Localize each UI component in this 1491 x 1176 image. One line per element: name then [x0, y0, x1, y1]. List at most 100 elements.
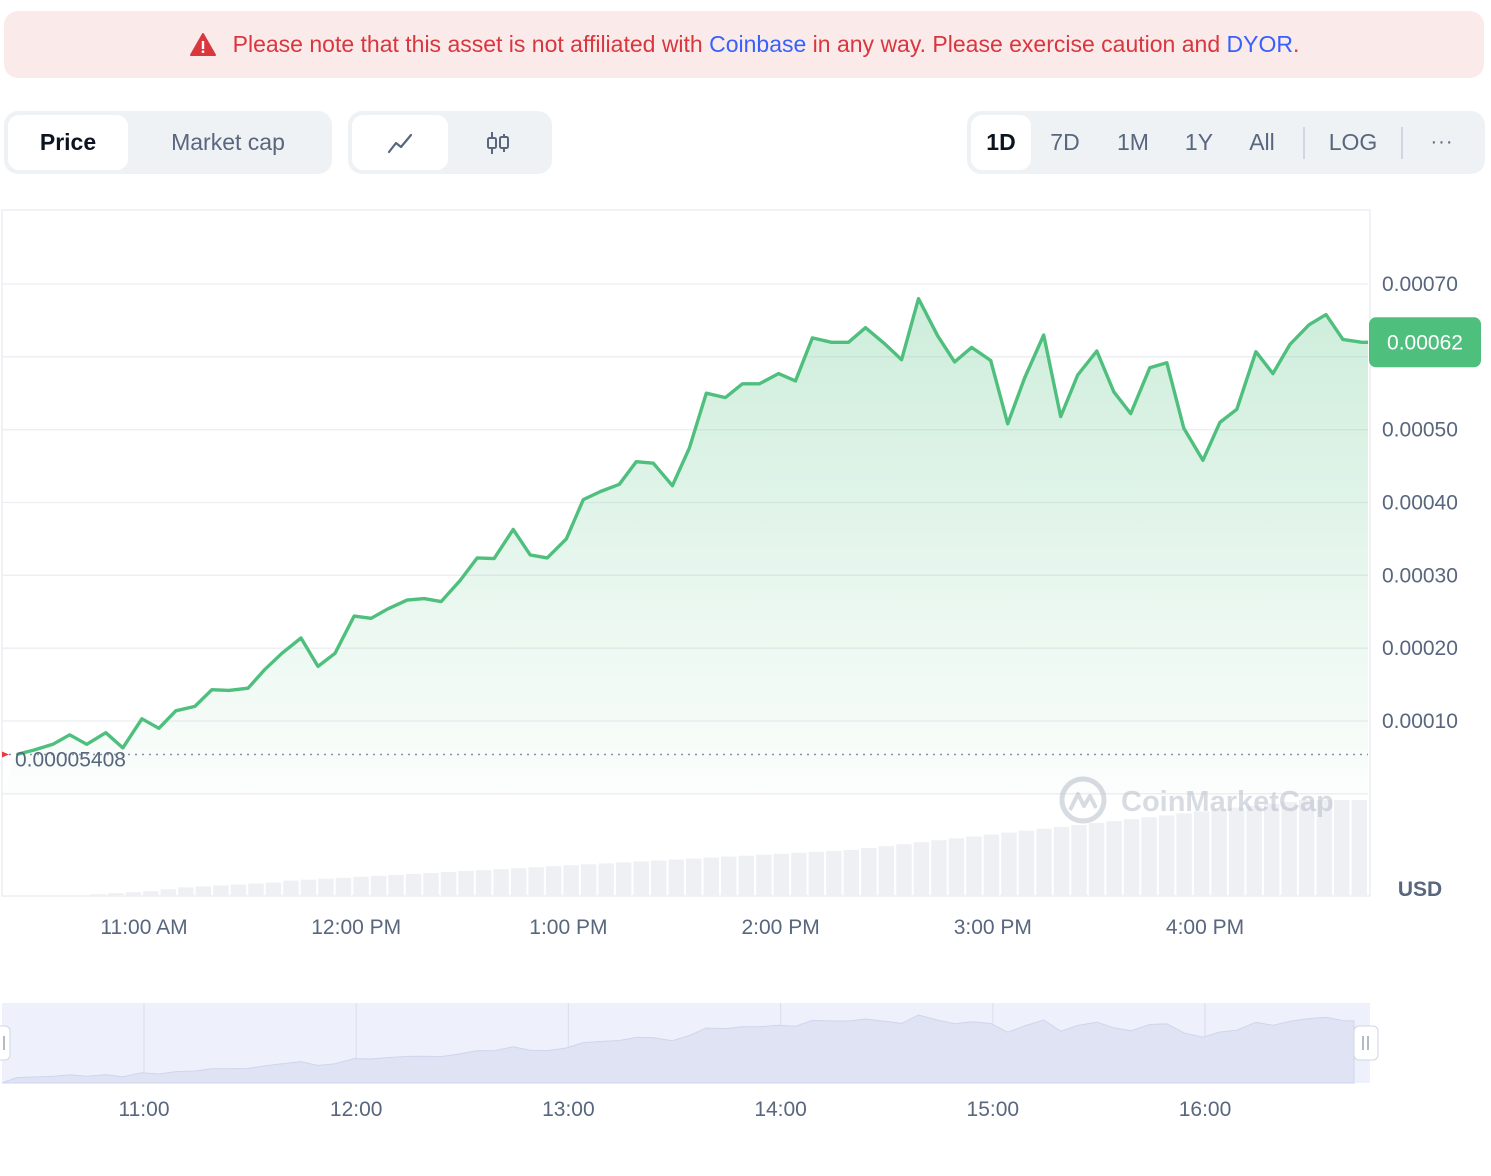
volume-bar [475, 870, 492, 896]
y-tick-label: 0.00050 [1382, 419, 1458, 442]
navigator-tick-label: 13:00 [542, 1098, 595, 1121]
range-navigator[interactable]: 11:00 12:00 13:00 14:00 15:00 16:00 [0, 1003, 1379, 1121]
volume-bar [1263, 803, 1280, 896]
divider [1401, 126, 1403, 159]
volume-bar [808, 851, 825, 896]
volume-bar [826, 850, 842, 896]
volume-bar [423, 873, 439, 896]
y-tick-label: 0.00030 [1382, 564, 1458, 587]
volume-bar [598, 863, 614, 896]
volume-bar [528, 867, 544, 896]
tab-price[interactable]: Price [8, 115, 128, 170]
range-7d[interactable]: 7D [1050, 129, 1080, 155]
volume-bar [1088, 823, 1105, 896]
volume-bar [896, 844, 912, 896]
navigator-right-handle[interactable] [1353, 1025, 1379, 1061]
navigator-tick-label: 15:00 [967, 1098, 1020, 1121]
divider [1303, 126, 1305, 159]
log-scale-button[interactable]: LOG [1328, 129, 1378, 155]
volume-bar [510, 868, 527, 896]
navigator-tick-label: 16:00 [1179, 1098, 1232, 1121]
navigator-axis: 11:00 12:00 13:00 14:00 15:00 16:00 [119, 1098, 1232, 1121]
range-all[interactable]: All [1249, 129, 1275, 155]
volume-bar [580, 864, 597, 896]
metric-tabs: Price Market cap [4, 111, 332, 174]
price-line [16, 296, 1368, 757]
volume-bar [1334, 800, 1350, 896]
volume-bar [283, 880, 299, 896]
range-tabs: 1D 7D 1M 1Y All LOG ··· [967, 111, 1485, 174]
volume-bar [686, 858, 702, 896]
volume-bar [1246, 805, 1262, 896]
current-price-badge-bg [1369, 317, 1481, 368]
disclaimer-text-part: Please note that this asset is not affil… [232, 31, 710, 57]
volume-bar [353, 876, 369, 896]
y-tick-label: 0.00020 [1382, 637, 1458, 660]
volume-bar [160, 889, 177, 896]
volume-bar [370, 875, 387, 896]
volume-bar [1298, 800, 1315, 896]
x-tick-label: 2:00 PM [741, 916, 819, 939]
volume-bar [563, 865, 579, 896]
y-tick-label: 0.00070 [1382, 273, 1458, 296]
y-tick-label: 0.00010 [1382, 710, 1458, 733]
volume-bar [913, 842, 930, 896]
volume-bar [1158, 815, 1175, 896]
range-1d[interactable]: 1D [971, 115, 1031, 170]
line-chart-icon [387, 132, 413, 154]
volume-bar [1053, 826, 1070, 896]
dyor-link[interactable]: DYOR [1226, 31, 1293, 57]
range-1y[interactable]: 1Y [1184, 129, 1214, 155]
open-price-label: 0.00005408 [15, 748, 126, 771]
chart-type-toggle [348, 111, 552, 174]
disclaimer-text-part: in any way. Please exercise caution and [806, 31, 1227, 57]
volume-bar [668, 859, 684, 896]
volume-bar [651, 860, 667, 896]
volume-bar [230, 884, 247, 896]
x-tick-label: 3:00 PM [954, 916, 1032, 939]
price-area [2, 298, 1368, 794]
volume-bar [1193, 811, 1210, 896]
more-options-button[interactable]: ··· [1430, 131, 1454, 153]
volume-bar [195, 886, 212, 896]
disclaimer-text-part: . [1292, 31, 1300, 57]
current-price-value: 0.00062 [1387, 331, 1463, 354]
volume-bar [633, 861, 649, 896]
range-1m[interactable]: 1M [1117, 129, 1149, 155]
volume-bar [545, 866, 562, 896]
line-chart-button[interactable] [352, 115, 448, 170]
coinbase-link[interactable]: Coinbase [709, 31, 807, 57]
volume-bar [388, 874, 404, 896]
volume-bar [966, 836, 982, 896]
navigator-left-handle[interactable] [0, 1025, 11, 1061]
volume-bar [878, 846, 895, 896]
candlestick-icon [484, 130, 512, 156]
candlestick-button[interactable] [448, 115, 548, 170]
volume-bar [948, 838, 965, 896]
x-axis: 11:00 AM 12:00 PM 1:00 PM 2:00 PM 3:00 PM 4:0… [100, 916, 1244, 939]
volume-bar [493, 869, 509, 896]
volume-bar [1211, 809, 1227, 896]
tab-market-cap[interactable]: Market cap [171, 129, 285, 155]
x-tick-label: 11:00 AM [100, 916, 187, 939]
volume-bar [861, 848, 877, 896]
volume-bar [1228, 807, 1245, 896]
volume-bar [756, 854, 772, 896]
volume-bar [1351, 800, 1367, 896]
volume-bar [458, 871, 474, 896]
volume-bar [248, 883, 264, 896]
x-tick-label: 12:00 PM [311, 916, 401, 939]
volume-bar [1071, 825, 1087, 896]
currency-label: USD [1398, 878, 1442, 901]
volume-bar [440, 872, 457, 896]
volume-bar [931, 840, 947, 896]
volume-bar [1001, 832, 1017, 896]
volume-bar [405, 873, 422, 896]
volume-bar [178, 887, 194, 896]
x-tick-label: 4:00 PM [1166, 916, 1244, 939]
warning-triangle-icon [189, 31, 217, 59]
volume-bar [1123, 819, 1140, 896]
volume-bar [335, 877, 352, 896]
volume-bar [125, 892, 142, 896]
